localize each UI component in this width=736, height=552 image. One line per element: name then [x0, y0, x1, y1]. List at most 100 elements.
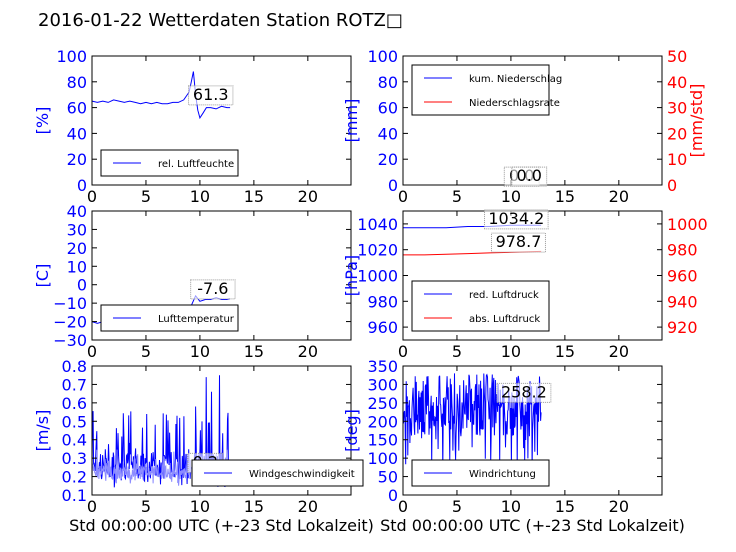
y-tick-label: 40 [67, 202, 87, 221]
x-tick-label: 5 [452, 187, 462, 206]
y-tick-label: 0.2 [62, 468, 87, 487]
y-tick-label: 100 [367, 449, 398, 468]
y-tick-label: 60 [67, 99, 87, 118]
value-box [188, 85, 234, 106]
y-tick-label: 0.3 [62, 449, 87, 468]
y-tick-label: 0.1 [62, 486, 87, 505]
y2-tick-label: 960 [667, 267, 698, 286]
y-axis-label: [hPa] [342, 255, 361, 296]
x-tick-label: 20 [609, 187, 629, 206]
y-tick-label: 200 [367, 412, 398, 431]
legend-label: abs. Luftdruck [469, 314, 540, 325]
legend-label: Windgeschwindigkeit [249, 469, 355, 480]
y-tick-label: 0.8 [62, 357, 87, 376]
y-tick-label: 0 [388, 486, 398, 505]
y-tick-label: 960 [367, 318, 398, 337]
x-tick-label: 15 [244, 342, 264, 361]
y-tick-label: −30 [53, 331, 87, 350]
value-box [484, 209, 549, 230]
y-axis-label: [deg] [342, 409, 361, 452]
y-tick-label: 20 [378, 150, 398, 169]
figure-title: 2016-01-22 Wetterdaten Station ROTZ□ [38, 10, 403, 31]
y-tick-label: 250 [367, 394, 398, 413]
value-label: 61.3 [193, 85, 229, 104]
x-axis-label: Std 00:00:00 UTC (+-23 Std Lokalzeit) [380, 516, 685, 535]
y-tick-label: 1000 [357, 267, 398, 286]
y-tick-label: 300 [367, 375, 398, 394]
x-tick-label: 20 [609, 497, 629, 516]
panel-wind_speed: 0 5 10 15 20 0.10.20.30.40.50.60.70.8 [m/s] Std… [33, 357, 374, 535]
x-tick-label: 0 [87, 342, 97, 361]
x-tick-label: 5 [452, 342, 462, 361]
y-tick-label: 40 [67, 124, 87, 143]
y2-axis-label: [mm/std] [687, 84, 706, 158]
x-tick-label: 5 [141, 342, 151, 361]
x-tick-label: 15 [555, 497, 575, 516]
x-tick-label: 5 [452, 497, 462, 516]
value-box [190, 279, 236, 300]
y2-tick-label: 0 [667, 176, 677, 195]
y-tick-label: 100 [56, 47, 87, 66]
legend-box [411, 280, 550, 332]
axes-frame [91, 365, 352, 496]
x-tick-label: 0 [87, 497, 97, 516]
x-tick-label: 0 [87, 187, 97, 206]
y-tick-label: 80 [67, 73, 87, 92]
x-tick-label: 5 [141, 187, 151, 206]
legend-label: Windrichtung [469, 469, 536, 480]
value-label: 0.0 [517, 166, 542, 185]
legend-label: rel. Luftfeuchte [158, 159, 234, 170]
y-tick-label: 0.4 [62, 431, 87, 450]
x-tick-label: 20 [298, 342, 318, 361]
y-tick-label: 350 [367, 357, 398, 376]
x-tick-label: 10 [190, 497, 210, 516]
y-tick-label: 0.5 [62, 412, 87, 431]
y-tick-label: 0.7 [62, 375, 87, 394]
axes-frame [91, 55, 352, 186]
x-tick-label: 10 [501, 187, 521, 206]
value-label: 1034.2 [488, 209, 544, 228]
y2-tick-label: 1000 [667, 215, 708, 234]
x-tick-label: 15 [555, 187, 575, 206]
y-tick-label: 150 [367, 431, 398, 450]
x-axis-label: Std 00:00:00 UTC (+-23 Std Lokalzeit) [69, 516, 374, 535]
value-label: 258.2 [501, 382, 547, 401]
y-tick-label: −10 [53, 294, 87, 313]
y2-tick-label: 10 [667, 150, 687, 169]
series-line-humidity-0 [91, 71, 231, 120]
value-label: 978.7 [496, 232, 542, 251]
panel-temperature: 0 5 10 15 20−30−20−10010203040[C]-7.6Lufttem… [33, 202, 352, 361]
value-box [511, 166, 548, 187]
y-tick-label: 60 [378, 99, 398, 118]
y2-tick-label: 30 [667, 99, 687, 118]
y-tick-label: 20 [67, 239, 87, 258]
y-tick-label: 0 [388, 176, 398, 195]
y-tick-label: 10 [67, 257, 87, 276]
y-tick-label: 980 [367, 292, 398, 311]
axes-frame [91, 210, 352, 341]
y-tick-label: 30 [67, 220, 87, 239]
legend-box [411, 459, 550, 487]
y-axis-label: [mm] [342, 99, 361, 143]
x-tick-label: 10 [501, 497, 521, 516]
x-tick-label: 0 [398, 342, 408, 361]
y-tick-label: −20 [53, 313, 87, 332]
legend-label: Niederschlagsrate [469, 98, 560, 109]
y-tick-label: 20 [67, 150, 87, 169]
x-tick-label: 10 [190, 187, 210, 206]
y2-tick-label: 40 [667, 73, 687, 92]
y-tick-label: 0.6 [62, 394, 87, 413]
y-axis-label: [%] [33, 107, 52, 135]
y-tick-label: 50 [378, 468, 398, 487]
y2-tick-label: 920 [667, 318, 698, 337]
x-tick-label: 0 [398, 187, 408, 206]
y-tick-label: 1040 [357, 215, 398, 234]
legend-box [411, 64, 550, 116]
value-box [490, 232, 546, 253]
y2-tick-label: 50 [667, 47, 687, 66]
y-tick-label: 1020 [357, 241, 398, 260]
x-tick-label: 15 [555, 342, 575, 361]
